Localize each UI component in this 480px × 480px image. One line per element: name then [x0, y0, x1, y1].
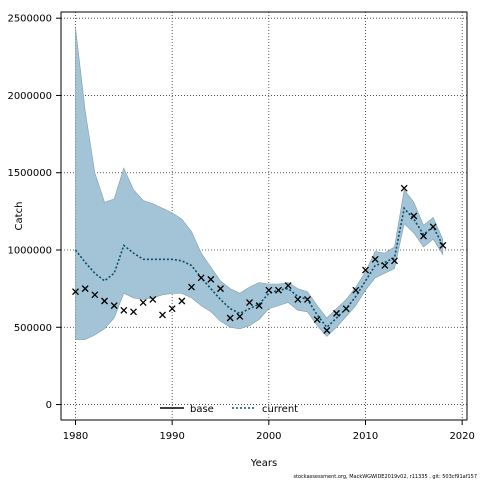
- observed-point: [352, 286, 360, 294]
- y-axis: 0 500000 1000000 1500000 2000000 2500000: [7, 14, 61, 411]
- y-axis-title: Catch: [14, 202, 25, 231]
- observed-point: [294, 295, 302, 303]
- observed-point: [110, 302, 118, 310]
- observed-point: [246, 299, 253, 307]
- y-tick-label: 2000000: [7, 91, 52, 102]
- x-tick-label: 2020: [449, 431, 474, 442]
- x-tick-label: 2010: [353, 431, 378, 442]
- y-tick-label: 500000: [14, 323, 52, 334]
- observed-point: [439, 241, 447, 249]
- observed-point: [342, 305, 350, 313]
- observed-point: [265, 286, 273, 294]
- observed-point: [362, 266, 369, 274]
- x-axis: 1980 1990 2000 2010 2020: [63, 420, 475, 442]
- observed-point: [391, 257, 398, 265]
- legend-current-label: current: [262, 404, 298, 415]
- observed-point: [284, 282, 292, 290]
- x-tick-label: 2000: [256, 431, 281, 442]
- observed-point: [120, 306, 128, 314]
- y-tick-label: 1000000: [7, 246, 52, 257]
- observed-point: [420, 232, 427, 240]
- x-axis-title: Years: [250, 458, 277, 469]
- observed-point: [217, 285, 224, 293]
- observed-point: [381, 261, 389, 269]
- observed-point: [400, 184, 408, 192]
- observed-point: [323, 326, 331, 334]
- observed-point: [139, 299, 147, 307]
- legend: base current: [160, 404, 298, 415]
- x-tick-label: 1980: [63, 431, 88, 442]
- y-tick-label: 1500000: [7, 168, 52, 179]
- observed-point: [371, 255, 379, 263]
- observed-point: [159, 311, 166, 319]
- observed-point: [130, 308, 137, 316]
- x-tick-label: 1990: [159, 431, 184, 442]
- plot-frame: [60, 11, 468, 421]
- y-tick-label: 0: [46, 400, 52, 411]
- observed-point: [101, 297, 108, 305]
- confidence-band: [75, 27, 444, 340]
- observed-point: [275, 286, 282, 294]
- observed-point: [304, 295, 311, 303]
- observed-point: [168, 305, 176, 313]
- observed-points: [72, 184, 447, 334]
- observed-point: [149, 295, 157, 303]
- current-series-line: [74, 206, 444, 329]
- observed-point: [255, 302, 263, 310]
- footer-text: stockassessment.org, MackWGWIDE2019v02, …: [293, 474, 477, 480]
- observed-point: [91, 291, 99, 299]
- observed-point: [333, 309, 340, 317]
- observed-point: [429, 223, 437, 231]
- observed-point: [188, 283, 195, 291]
- observed-point: [178, 297, 186, 305]
- observed-point: [226, 314, 234, 322]
- y-tick-label: 2500000: [7, 14, 52, 25]
- observed-point: [410, 212, 418, 220]
- observed-point: [313, 316, 321, 324]
- observed-point: [207, 275, 215, 283]
- observed-point: [197, 274, 205, 282]
- legend-base-label: base: [190, 404, 214, 415]
- observed-point: [81, 285, 89, 293]
- observed-point: [236, 312, 244, 320]
- observed-point: [72, 288, 79, 296]
